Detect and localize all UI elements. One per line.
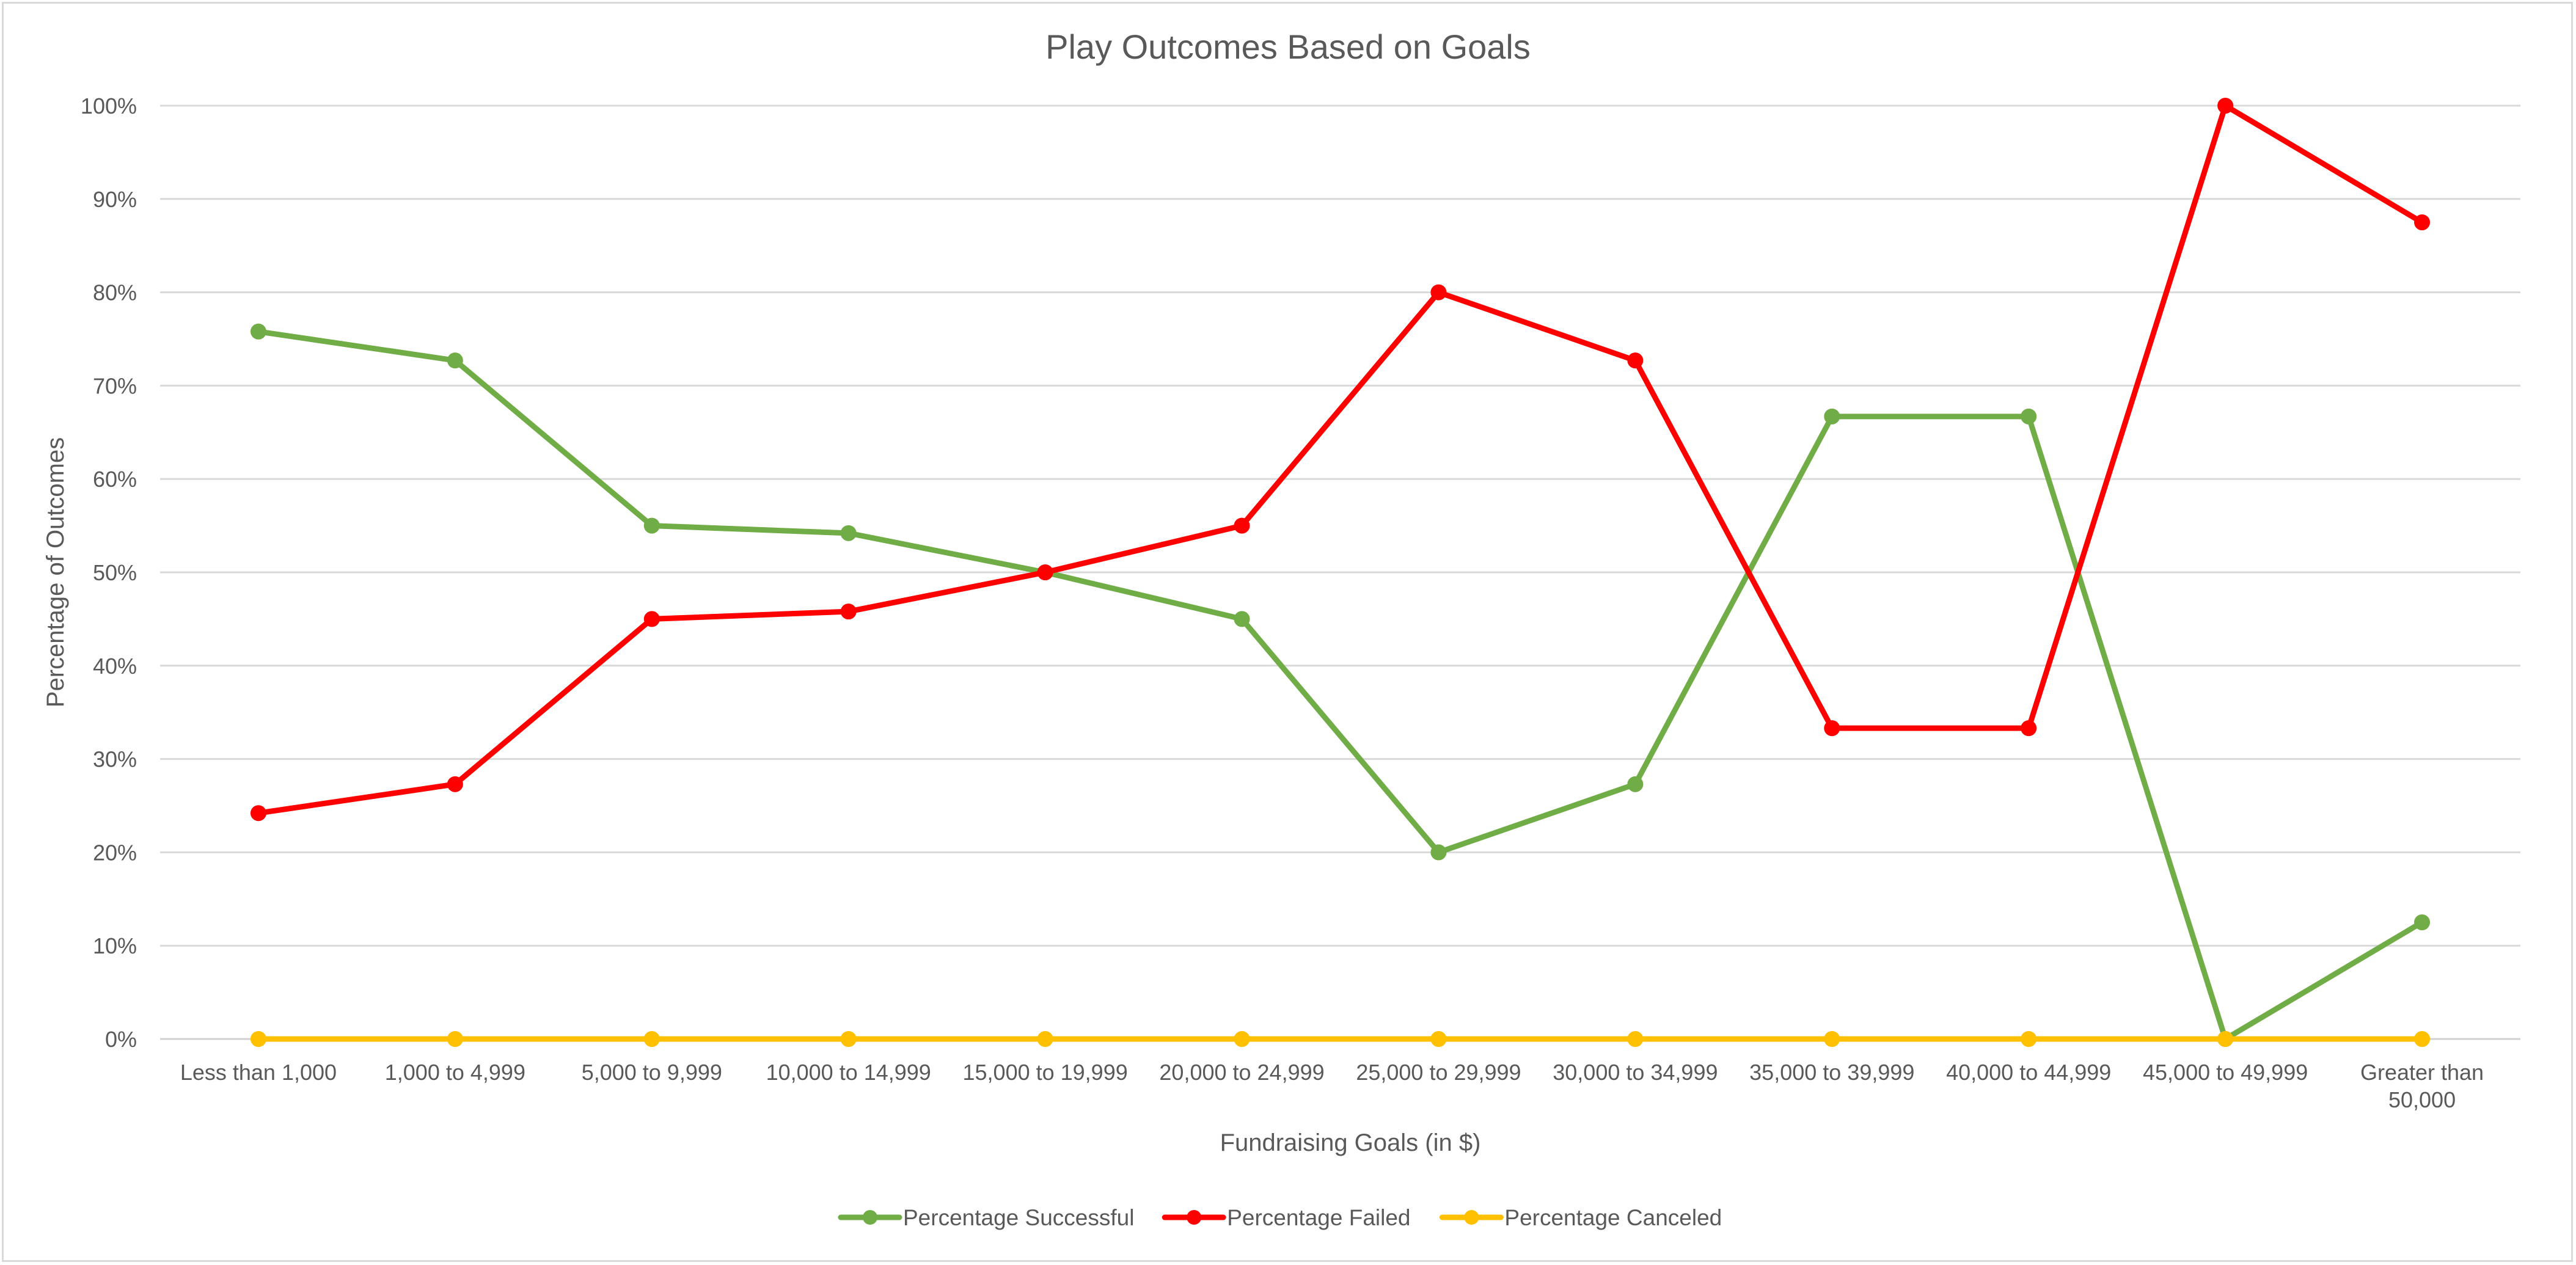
y-tick-label: 10% — [93, 933, 137, 958]
y-tick-label: 0% — [105, 1027, 137, 1052]
data-point-percentage-successful — [643, 517, 660, 534]
data-point-percentage-canceled — [1234, 1031, 1250, 1047]
chart-title: Play Outcomes Based on Goals — [1045, 27, 1531, 66]
series-lines — [250, 98, 2431, 1047]
data-point-percentage-successful — [250, 323, 266, 340]
y-tick-label: 40% — [93, 654, 137, 679]
x-tick-label: 10,000 to 14,999 — [766, 1060, 931, 1085]
legend-item-percentage-canceled: Percentage Canceled — [1439, 1205, 1722, 1230]
y-axis-ticks: 0% 10% 20% 30% 40% 50% 60% 70% 80% 90% 100% — [81, 93, 137, 1052]
x-tick-label: 20,000 to 24,999 — [1159, 1060, 1324, 1085]
x-tick-label: 25,000 to 29,999 — [1356, 1060, 1521, 1085]
data-point-percentage-canceled — [1037, 1031, 1053, 1047]
data-point-percentage-canceled — [2217, 1031, 2234, 1047]
x-tick-label: 30,000 to 34,999 — [1553, 1060, 1718, 1085]
series-line-percentage-failed — [255, 103, 2425, 816]
data-point-percentage-canceled — [250, 1031, 266, 1047]
data-point-percentage-failed — [2217, 98, 2234, 114]
data-point-percentage-failed — [1037, 564, 1053, 580]
data-point-percentage-canceled — [840, 1031, 857, 1047]
x-tick-label: Greater than 50,000 — [2360, 1060, 2484, 1112]
legend-label: Percentage Failed — [1227, 1205, 1410, 1230]
data-point-percentage-canceled — [1627, 1031, 1644, 1047]
y-tick-label: 100% — [81, 93, 137, 118]
legend-label: Percentage Canceled — [1504, 1205, 1722, 1230]
data-point-percentage-failed — [1430, 284, 1447, 301]
y-tick-label: 50% — [93, 560, 137, 585]
data-point-percentage-canceled — [1824, 1031, 1840, 1047]
data-point-percentage-successful — [1234, 611, 1250, 627]
y-tick-label: 80% — [93, 280, 137, 305]
y-tick-label: 90% — [93, 187, 137, 212]
data-point-percentage-successful — [1824, 408, 1840, 425]
data-point-percentage-successful — [2021, 408, 2037, 425]
data-point-percentage-failed — [1234, 517, 1250, 534]
series-line-percentage-successful — [255, 329, 2425, 1042]
data-point-percentage-canceled — [643, 1031, 660, 1047]
y-tick-label: 20% — [93, 840, 137, 865]
x-axis-title: Fundraising Goals (in $) — [1220, 1129, 1481, 1156]
legend-item-percentage-successful: Percentage Successful — [838, 1205, 1134, 1230]
data-point-percentage-failed — [250, 805, 266, 822]
x-tick-label: 45,000 to 49,999 — [2143, 1060, 2308, 1085]
data-point-percentage-failed — [643, 611, 660, 627]
data-point-percentage-failed — [447, 776, 463, 792]
legend-swatch-marker — [1187, 1210, 1202, 1225]
x-tick-label: Less than 1,000 — [180, 1060, 337, 1085]
x-tick-label: 5,000 to 9,999 — [582, 1060, 722, 1085]
gridlines — [160, 104, 2520, 1040]
data-point-percentage-successful — [840, 525, 857, 541]
data-point-percentage-failed — [2414, 214, 2431, 230]
y-tick-label: 60% — [93, 467, 137, 492]
x-tick-label: 40,000 to 44,999 — [1946, 1060, 2111, 1085]
y-tick-label: 70% — [93, 373, 137, 398]
y-tick-label: 30% — [93, 747, 137, 772]
y-axis-title: Percentage of Outcomes — [42, 437, 69, 707]
data-point-percentage-failed — [1824, 720, 1840, 737]
legend-swatch-marker — [1464, 1210, 1479, 1225]
x-tick-label: 35,000 to 39,999 — [1749, 1060, 1914, 1085]
data-point-percentage-successful — [1430, 844, 1447, 861]
data-point-percentage-canceled — [2021, 1031, 2037, 1047]
data-point-percentage-successful — [2414, 914, 2431, 930]
data-point-percentage-successful — [1627, 776, 1644, 792]
legend-swatch-marker — [863, 1210, 877, 1225]
data-point-percentage-canceled — [1430, 1031, 1447, 1047]
legend-label: Percentage Successful — [903, 1205, 1134, 1230]
x-axis-ticks: Less than 1,000 1,000 to 4,999 5,000 to 9,… — [180, 1060, 2484, 1112]
data-point-percentage-failed — [1627, 352, 1644, 369]
x-tick-label: 15,000 to 19,999 — [963, 1060, 1128, 1085]
x-tick-label: 1,000 to 4,999 — [385, 1060, 525, 1085]
data-point-percentage-failed — [840, 603, 857, 620]
data-point-percentage-canceled — [2414, 1031, 2431, 1047]
legend-item-percentage-failed: Percentage Failed — [1162, 1205, 1411, 1230]
data-point-percentage-successful — [447, 352, 463, 369]
data-point-percentage-failed — [2021, 720, 2037, 737]
data-point-percentage-canceled — [447, 1031, 463, 1047]
legend: Percentage Successful Percentage Failed Pe… — [838, 1205, 1722, 1230]
